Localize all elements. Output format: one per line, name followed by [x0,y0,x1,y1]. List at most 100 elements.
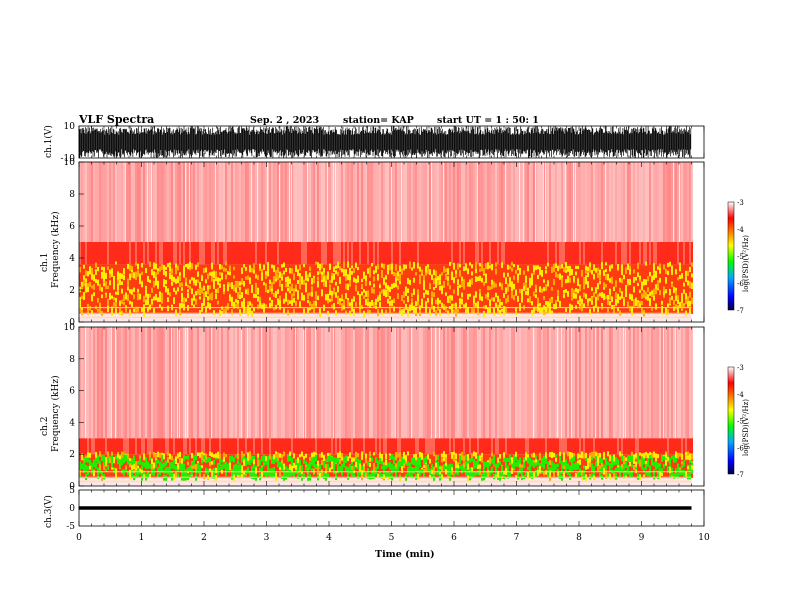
ch1-spec-cell [615,162,617,242]
ch1-spec-cell [233,162,235,242]
ch2-spec-cell [205,327,207,439]
ch2-spec-cell [115,455,117,460]
ch1-spec-cell [577,300,579,305]
ch1-spec-streak [401,162,402,242]
ch2-spec-cell [319,327,321,439]
ch1-spec-streak [673,162,674,242]
ch1-spec-cell [219,263,221,270]
ch1-spec-cell [409,264,411,314]
ch1-spec-cell [331,295,333,302]
ch1-spec-cell [95,279,97,284]
ch2-spec-cell [269,327,271,439]
ch1-spec-cell [231,264,233,314]
ch1-spec-cell [585,275,587,281]
ch1-spec-cell [295,265,297,273]
ch1-spec-cell [155,162,157,242]
ch1-spec-cell [223,288,225,292]
ch1-spec-cell [261,242,263,265]
ch2-spec-cell [333,467,335,475]
ch2-spec-cell [407,327,409,439]
ch2-spec-cell [363,463,365,468]
ch1-spec-cell [285,162,287,242]
ch2-spec-cell [297,463,299,468]
ch2-spec-cell [201,465,203,469]
ch1-spec-cell [365,275,367,282]
ch2-spec-cell [123,327,125,439]
ch1-spec-cell [357,267,359,271]
ch1-spec-cell [271,281,273,289]
ch1-spec-cell [359,242,361,265]
ch2-spec-cell [311,452,313,458]
ch2-spec-cell [171,438,173,455]
ch2-spec-cell [135,470,137,478]
ch2-spec-cell [339,468,341,472]
ch1-spec-cell [265,274,267,279]
ch1-spec-cell [691,273,693,278]
ch2-spec-cell [405,327,407,439]
ch1-spec-cell [219,162,221,242]
ch2-spec-cell [353,438,355,455]
ch2-spec-cell [197,461,199,465]
ch1-spec-cell [239,286,241,291]
ch1-spec-cell [353,242,355,265]
ch1-spec-cell [419,274,421,280]
ch1-spec-cell [387,298,389,304]
ch1-spec-cell [595,287,597,294]
ch1-spec-cell [229,242,231,265]
ch2-spec-cell [403,459,405,465]
ch1-spec-cell [325,275,327,282]
ch1-spec-cell [483,162,485,242]
ch1-spec-streak [189,162,190,242]
ch1-spec-cell [645,242,647,265]
ch1-spec-cell [485,264,487,314]
ch1-spec-cell [525,291,527,295]
ch1-spec-cell [343,261,345,269]
ch1-spec-cell [355,302,357,307]
ch2-spec-cell [167,327,169,439]
ch1-spec-cell [229,265,231,272]
ch1-spec-cell [567,266,569,272]
ch1-spec-cell [153,242,155,265]
ch1-spec-streak [543,162,544,242]
ch2-spec-cell [411,467,413,474]
ch2-spec-cell [249,453,251,460]
ch2-spec-cell [323,327,325,439]
ch2-spec-cell [143,462,145,468]
ch1-spec-cell [537,264,539,314]
ch1-spec-cell [531,273,533,279]
ch1-spec-cell [333,266,335,272]
ch2-spec-cell [157,438,159,455]
ch2-spec-cell [405,474,407,479]
ch1-spec-cell [561,162,563,242]
ch1-spec-cell [473,308,475,314]
ch2-spec-cell [151,458,153,464]
ch2-spec-cell [87,471,89,476]
ch2-spec-cell [137,327,139,439]
ch1-spec-cell [209,285,211,290]
ch1-spec-cell [95,162,97,242]
ch1-spec-cell [637,262,639,270]
ch1-spec-cell [317,262,319,269]
ch1-spec-cell [363,289,365,293]
ch1-spec-cell [691,162,693,242]
ch1-spec-cell [407,277,409,285]
ch1-spec-cell [101,287,103,292]
ch2-spec-cell [345,466,347,471]
ch1-spec-cell [643,279,645,286]
ch2-spec-cell [367,472,369,479]
ch1-spec-cell [385,275,387,280]
ch2-spec-cell [283,438,285,455]
ch1-spec-cell [455,162,457,242]
ch2-spec-cell [399,475,401,479]
ch1-spec-cell [105,162,107,242]
ch1-spec-ytick-label: 10 [64,158,76,168]
ch1-spec-cell [471,271,473,276]
ch1-spec-cell [247,275,249,281]
ch1-spec-cell [621,264,623,314]
ch2-spec-cell [277,452,279,459]
ch2-spec-cell [99,460,101,466]
ch2-spec-cell [125,438,127,455]
ch1-spec-cell [325,162,327,242]
ch1-spec-cell [675,290,677,296]
ch2-spec-cell [183,471,185,478]
